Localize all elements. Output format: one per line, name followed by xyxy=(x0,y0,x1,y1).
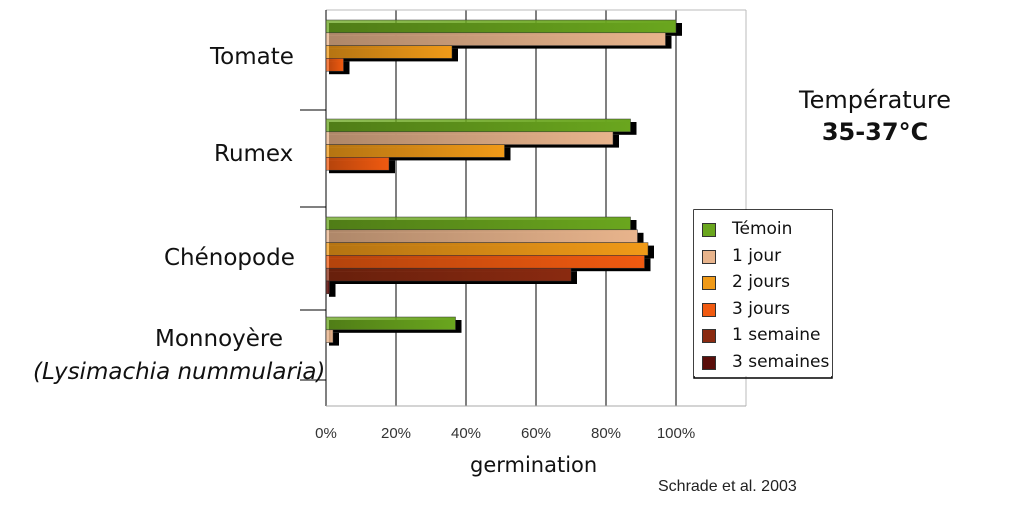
bar-rumex-1 xyxy=(325,131,614,145)
bar-rumex-3 xyxy=(325,157,390,171)
category-label-monnoyere: Monnoyère xyxy=(155,326,284,352)
temperature-label: Température xyxy=(798,86,952,114)
category-label-tomate: Tomate xyxy=(210,44,294,70)
bar-tomate-3 xyxy=(325,58,344,72)
bar-chénopode-2 xyxy=(325,242,649,256)
x-tick-label-100: 100% xyxy=(657,425,695,442)
legend-label: 3 jours xyxy=(732,298,790,319)
temperature-annotation: Température 35-37°C xyxy=(790,84,960,148)
x-tick-label-40: 40% xyxy=(451,425,481,442)
category-label-chenopode: Chénopode xyxy=(164,245,295,271)
x-tick-label-20: 20% xyxy=(381,425,411,442)
bar-rumex-0 xyxy=(325,118,631,133)
bar-monnoyère-0 xyxy=(325,316,456,331)
legend-swatch xyxy=(702,302,716,317)
bar-tomate-1 xyxy=(325,32,666,46)
bar-chénopode-4 xyxy=(325,267,572,282)
source-citation: Schrade et al. 2003 xyxy=(658,478,797,495)
bar-shadow xyxy=(329,332,339,346)
bar-shadow xyxy=(329,284,336,297)
bar-chénopode-0 xyxy=(325,216,631,231)
category-label-rumex: Rumex xyxy=(214,141,294,167)
bar-tomate-2 xyxy=(325,45,453,59)
bar-chénopode-5 xyxy=(325,280,330,295)
temperature-value: 35-37°C xyxy=(821,118,929,146)
legend-swatch xyxy=(702,223,716,237)
bar-rumex-2 xyxy=(325,144,505,158)
legend-swatch xyxy=(702,329,716,343)
x-axis-label: germination xyxy=(470,453,598,477)
legend-label: Témoin xyxy=(732,219,793,239)
x-tick-label-80: 80% xyxy=(591,425,621,442)
legend-label: 3 semaines xyxy=(732,351,830,372)
bar-chénopode-1 xyxy=(325,229,638,243)
legend-swatch xyxy=(702,276,716,290)
legend-label: 1 jour xyxy=(732,245,782,266)
x-tick-label-0: 0% xyxy=(315,425,337,442)
legend: Témoin 1 jour 2 jours 3 jours 1 semaine 3 sem… xyxy=(694,210,832,376)
legend-swatch xyxy=(702,355,716,370)
x-tick-label-60: 60% xyxy=(521,425,551,442)
bar-tomate-0 xyxy=(325,19,677,34)
bar-monnoyère-1 xyxy=(325,329,334,343)
bar-chénopode-3 xyxy=(325,255,645,269)
category-subtitle-monnoyere: (Lysimachia nummularia) xyxy=(33,359,326,385)
legend-swatch xyxy=(702,249,716,264)
legend-label: 1 semaine xyxy=(732,325,821,345)
legend-label: 2 jours xyxy=(732,272,790,292)
